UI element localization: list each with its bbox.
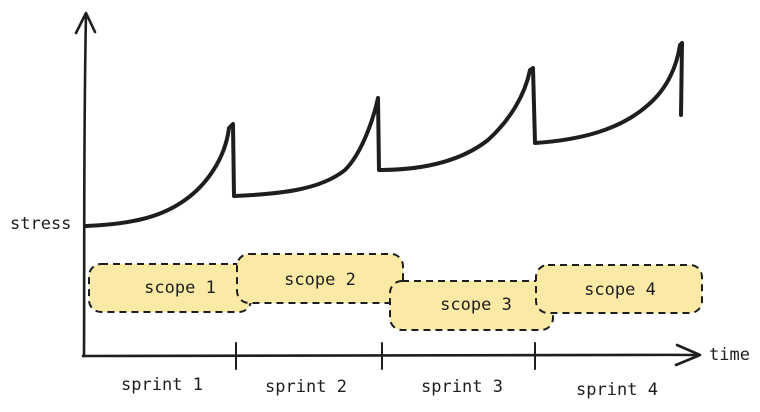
stress-curve — [84, 41, 684, 228]
y-axis — [82, 12, 88, 358]
scope-2-box — [236, 253, 404, 304]
scope-2: scope 2 — [236, 253, 404, 304]
scope-1-label: scope 1 — [144, 278, 216, 298]
scope-2-label: scope 2 — [284, 270, 356, 290]
scope-4-label: scope 4 — [584, 280, 656, 300]
sprint-ticks — [235, 342, 536, 370]
sprint-labels: sprint 1 sprint 2 sprint 3 sprint 4 — [121, 375, 658, 400]
axes — [74, 11, 702, 367]
scope-3-label: scope 3 — [440, 295, 512, 315]
scope-1: scope 1 — [88, 263, 252, 313]
x-axis-label: time — [709, 345, 750, 365]
scope-boxes: scope 1 scope 2 scope 3 scope 4 — [88, 253, 703, 331]
y-axis-label: stress — [10, 214, 71, 234]
scope-4: scope 4 — [535, 264, 703, 314]
scope-3: scope 3 — [389, 280, 554, 331]
sprint-3-label: sprint 3 — [421, 377, 503, 397]
scope-4-box — [535, 264, 703, 314]
sprint-2-label: sprint 2 — [265, 377, 347, 397]
x-axis-arrowhead — [674, 343, 702, 367]
sprint-4-label: sprint 4 — [576, 380, 658, 400]
y-axis-arrowhead — [74, 11, 97, 35]
x-axis — [81, 353, 700, 358]
sprint-1-label: sprint 1 — [121, 375, 203, 395]
